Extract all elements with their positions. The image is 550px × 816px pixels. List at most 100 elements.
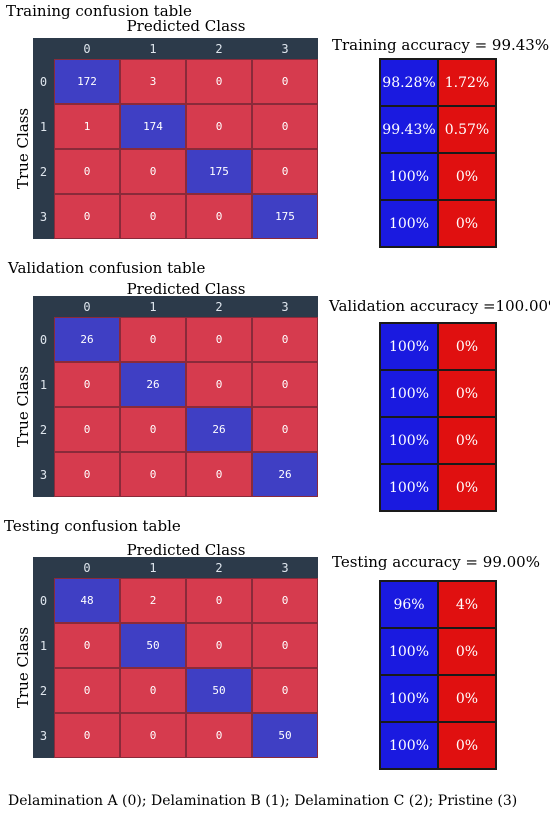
class-accuracy-cell: 100%	[380, 323, 438, 370]
confusion-cell: 175	[252, 194, 318, 239]
row-tick-label: 2	[39, 683, 48, 698]
column-tick-label: 2	[215, 41, 223, 56]
class-error-cell: 0.57%	[438, 106, 496, 153]
column-tick-label: 0	[83, 299, 91, 314]
confusion-cell: 0	[54, 149, 120, 194]
row-tick-label: 3	[39, 728, 48, 743]
class-accuracy-cell: 100%	[380, 464, 438, 511]
confusion-cell: 0	[252, 578, 318, 623]
predicted-class-label: Predicted Class	[126, 541, 246, 559]
class-error-cell: 0%	[438, 153, 496, 200]
class-accuracy-cell: 100%	[380, 200, 438, 247]
class-legend-footer: Delamination A (0); Delamination B (1); …	[8, 793, 518, 809]
class-error-cell: 0%	[438, 417, 496, 464]
row-tick-label: 1	[39, 377, 48, 392]
class-accuracy-cell: 96%	[380, 581, 438, 628]
true-class-label: True Class	[14, 107, 32, 189]
row-tick-label: 2	[39, 422, 48, 437]
column-tick-label: 2	[215, 299, 223, 314]
class-error-cell: 0%	[438, 464, 496, 511]
column-tick-label: 3	[281, 560, 289, 575]
confusion-cell: 0	[252, 149, 318, 194]
row-tick-label: 0	[39, 593, 48, 608]
confusion-cell: 0	[54, 407, 120, 452]
confusion-cell: 26	[54, 317, 120, 362]
panel-title: Testing confusion table	[4, 517, 181, 535]
column-tick-label: 1	[149, 560, 157, 575]
confusion-cell: 0	[252, 407, 318, 452]
column-tick-label: 3	[281, 41, 289, 56]
true-class-label: True Class	[14, 365, 32, 447]
confusion-cell: 26	[186, 407, 252, 452]
confusion-cell: 26	[120, 362, 186, 407]
column-tick-label: 1	[149, 41, 157, 56]
confusion-cell: 50	[186, 668, 252, 713]
class-accuracy-cell: 100%	[380, 675, 438, 722]
confusion-cell: 50	[120, 623, 186, 668]
row-tick-label: 0	[39, 332, 48, 347]
confusion-cell: 0	[252, 362, 318, 407]
confusion-cell: 0	[120, 407, 186, 452]
class-accuracy-cell: 100%	[380, 153, 438, 200]
confusion-cell: 0	[186, 623, 252, 668]
confusion-cell: 174	[120, 104, 186, 149]
confusion-cell: 0	[186, 713, 252, 758]
confusion-cell: 0	[120, 668, 186, 713]
confusion-cell: 48	[54, 578, 120, 623]
confusion-cell: 0	[120, 194, 186, 239]
confusion-cell: 0	[252, 104, 318, 149]
class-error-cell: 1.72%	[438, 59, 496, 106]
panel-title: Validation confusion table	[8, 259, 206, 277]
class-error-cell: 0%	[438, 370, 496, 417]
confusion-cell: 0	[54, 194, 120, 239]
confusion-cell: 0	[252, 668, 318, 713]
column-tick-label: 0	[83, 560, 91, 575]
row-tick-label: 3	[39, 467, 48, 482]
confusion-cell: 0	[120, 149, 186, 194]
accuracy-label: Training accuracy = 99.43%	[332, 36, 550, 54]
confusion-cell: 0	[54, 713, 120, 758]
confusion-cell: 0	[252, 317, 318, 362]
confusion-cell: 0	[186, 362, 252, 407]
class-error-cell: 0%	[438, 675, 496, 722]
accuracy-label: Testing accuracy = 99.00%	[332, 553, 540, 571]
predicted-class-label: Predicted Class	[126, 17, 246, 35]
class-accuracy-cell: 100%	[380, 722, 438, 769]
confusion-cell: 0	[186, 194, 252, 239]
class-error-cell: 0%	[438, 323, 496, 370]
confusion-cell: 0	[120, 713, 186, 758]
confusion-matrix: 0 0 1 1 2 2 3 3 26 0 0 0 0 26 0 0 0 0 26 0 0 0 0 26	[33, 296, 318, 497]
row-tick-label: 2	[39, 164, 48, 179]
class-accuracy-cell: 99.43%	[380, 106, 438, 153]
confusion-matrix: 0 0 1 1 2 2 3 3 172 3 0 0 1 174 0 0 0 0 175 0 0 0 0 175	[33, 38, 318, 239]
confusion-cell: 0	[186, 452, 252, 497]
predicted-class-label: Predicted Class	[126, 280, 246, 298]
true-class-label: True Class	[14, 626, 32, 708]
confusion-cell: 50	[252, 713, 318, 758]
row-tick-label: 0	[39, 74, 48, 89]
row-tick-label: 1	[39, 638, 48, 653]
confusion-cell: 0	[54, 668, 120, 713]
confusion-cell: 0	[186, 104, 252, 149]
panel-title: Training confusion table	[6, 2, 192, 20]
row-tick-label: 3	[39, 209, 48, 224]
confusion-cell: 0	[54, 623, 120, 668]
confusion-cell: 0	[252, 623, 318, 668]
class-accuracy-cell: 100%	[380, 628, 438, 675]
confusion-cell: 0	[252, 59, 318, 104]
column-tick-label: 3	[281, 299, 289, 314]
confusion-cell: 175	[186, 149, 252, 194]
confusion-cell: 0	[120, 317, 186, 362]
confusion-cell: 0	[186, 578, 252, 623]
per-class-accuracy-table: 96% 4% 100% 0% 100% 0% 100% 0%	[379, 580, 497, 770]
confusion-cell: 0	[186, 59, 252, 104]
confusion-cell: 0	[186, 317, 252, 362]
confusion-cell: 1	[54, 104, 120, 149]
class-error-cell: 4%	[438, 581, 496, 628]
confusion-matrix: 0 0 1 1 2 2 3 3 48 2 0 0 0 50 0 0 0 0 50 0 0 0 0 50	[33, 557, 318, 758]
confusion-cell: 0	[54, 362, 120, 407]
per-class-accuracy-table: 98.28% 1.72% 99.43% 0.57% 100% 0% 100% 0%	[379, 58, 497, 248]
confusion-cell: 26	[252, 452, 318, 497]
class-error-cell: 0%	[438, 200, 496, 247]
confusion-cell: 0	[54, 452, 120, 497]
